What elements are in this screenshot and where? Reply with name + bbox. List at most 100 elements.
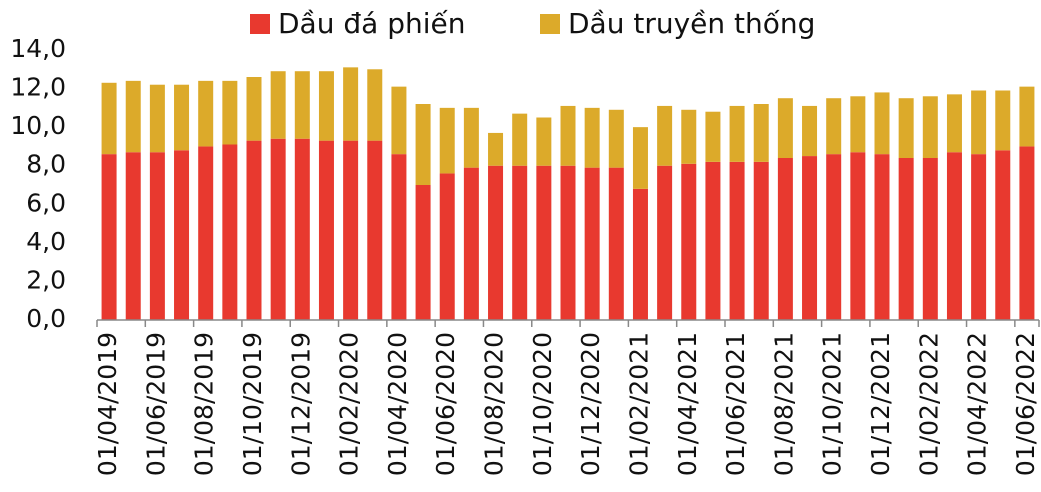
y-tick-label: 14,0	[10, 34, 66, 63]
bar	[270, 138, 286, 320]
bar	[198, 80, 214, 147]
bar	[294, 138, 310, 320]
bar	[657, 105, 673, 166]
bar	[632, 188, 648, 320]
bar	[753, 161, 769, 320]
bar	[512, 113, 528, 166]
bar	[174, 150, 190, 320]
x-tick-label: 01/06/2021	[721, 332, 750, 476]
bar	[415, 104, 431, 185]
x-tick-label: 01/08/2021	[769, 332, 798, 476]
bar	[222, 144, 238, 320]
bar	[946, 152, 962, 320]
bar	[391, 86, 407, 155]
bar	[1019, 86, 1035, 147]
x-tick-label: 01/08/2020	[480, 332, 509, 476]
bar	[850, 152, 866, 320]
bar	[946, 94, 962, 153]
bar	[971, 90, 987, 155]
x-tick-label: 01/04/2020	[383, 332, 412, 476]
y-tick-label: 8,0	[26, 150, 66, 179]
x-tick-label: 01/02/2021	[624, 332, 653, 476]
bar	[850, 96, 866, 153]
bar	[101, 82, 117, 155]
bar	[681, 109, 697, 164]
x-tick-label: 01/06/2019	[141, 332, 170, 476]
bar	[705, 161, 721, 320]
bar	[874, 92, 890, 155]
bar	[149, 84, 165, 153]
bar	[463, 107, 479, 168]
bar	[222, 80, 238, 145]
x-tick-label: 01/12/2019	[286, 332, 315, 476]
x-tick-label: 01/04/2021	[673, 332, 702, 476]
bar	[318, 71, 334, 141]
bar	[270, 71, 286, 139]
bar	[101, 154, 117, 320]
bar	[584, 107, 600, 168]
y-tick-label: 0,0	[26, 304, 66, 333]
bar	[826, 154, 842, 320]
bar	[922, 158, 938, 320]
bar	[174, 84, 190, 151]
y-tick-label: 4,0	[26, 227, 66, 256]
bar	[995, 150, 1011, 320]
x-tick-label: 01/10/2019	[238, 332, 267, 476]
bar	[826, 98, 842, 155]
bar	[922, 96, 938, 158]
bar	[439, 173, 455, 320]
bar	[995, 90, 1011, 151]
bar	[488, 132, 504, 166]
bar	[367, 69, 383, 141]
bar	[777, 158, 793, 320]
bar	[898, 158, 914, 320]
bar	[584, 167, 600, 320]
bar	[536, 117, 552, 166]
x-tick-label: 01/04/2022	[963, 332, 992, 476]
bar	[343, 67, 359, 141]
bar	[777, 98, 793, 158]
x-tick-label: 01/12/2021	[866, 332, 895, 476]
bar	[246, 140, 262, 320]
bar	[705, 111, 721, 162]
bar	[439, 107, 455, 174]
legend-label: Dầu đá phiến	[278, 7, 465, 40]
x-tick-label: 01/02/2020	[335, 332, 364, 476]
bar	[802, 105, 818, 157]
bar	[294, 71, 310, 139]
legend-label: Dầu truyền thống	[568, 7, 815, 40]
bar	[657, 165, 673, 320]
bar	[391, 154, 407, 320]
bar	[874, 154, 890, 320]
bar	[1019, 146, 1035, 320]
bar	[632, 127, 648, 189]
y-tick-label: 12,0	[10, 73, 66, 102]
bar	[125, 80, 141, 153]
bar	[608, 167, 624, 320]
bar	[898, 98, 914, 158]
bar	[536, 165, 552, 320]
bar	[463, 167, 479, 320]
bar	[367, 140, 383, 320]
bar	[681, 163, 697, 320]
x-tick-label: 01/08/2019	[190, 332, 219, 476]
x-tick-label: 01/10/2021	[818, 332, 847, 476]
bar	[198, 146, 214, 320]
bar	[802, 156, 818, 320]
bar	[971, 154, 987, 320]
bar	[318, 140, 334, 320]
bar	[560, 105, 576, 166]
bar	[246, 77, 262, 141]
x-tick-label: 01/04/2019	[93, 332, 122, 476]
x-tick-label: 01/06/2022	[1011, 332, 1040, 476]
bar	[149, 152, 165, 320]
legend-swatch	[540, 14, 560, 34]
bar	[488, 165, 504, 320]
y-tick-label: 2,0	[26, 265, 66, 294]
x-tick-label: 01/02/2022	[914, 332, 943, 476]
bar	[608, 109, 624, 168]
bar	[415, 185, 431, 320]
x-tick-label: 01/06/2020	[431, 332, 460, 476]
y-tick-label: 10,0	[10, 111, 66, 140]
